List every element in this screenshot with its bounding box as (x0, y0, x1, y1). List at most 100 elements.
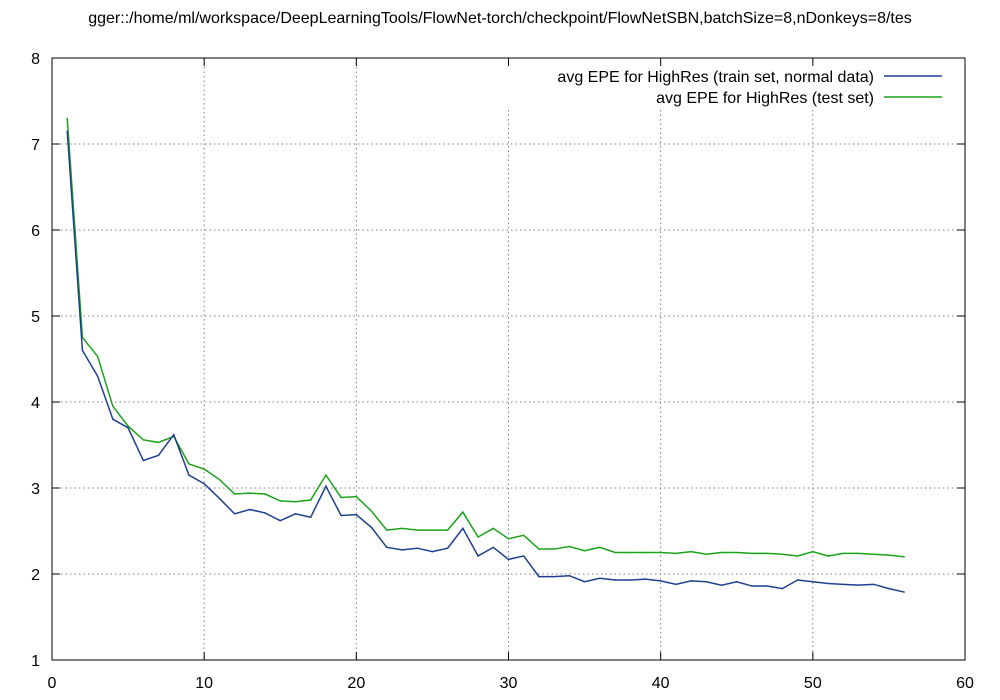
data-point (857, 584, 860, 586)
data-point (888, 554, 890, 556)
data-point (96, 375, 99, 377)
data-point (538, 575, 540, 578)
data-point (522, 555, 525, 557)
data-point (112, 418, 114, 420)
data-point (736, 551, 738, 554)
data-point (659, 551, 662, 554)
data-point (309, 499, 312, 501)
data-point (249, 508, 251, 511)
data-point (142, 439, 145, 441)
data-point (614, 551, 616, 554)
data-point (599, 577, 601, 580)
y-tick-label: 3 (31, 481, 40, 498)
data-point (431, 529, 434, 531)
data-point (629, 551, 631, 554)
data-point (553, 575, 555, 578)
data-point (188, 474, 190, 476)
data-point (766, 552, 768, 555)
legend-label-0: avg EPE for HighRes (train set, normal d… (557, 69, 874, 86)
data-point (812, 550, 814, 553)
data-point (172, 433, 175, 436)
data-point (553, 548, 555, 550)
x-tick-label: 20 (347, 675, 365, 692)
data-point (203, 482, 205, 485)
x-tick-label: 60 (956, 675, 974, 692)
x-tick-label: 30 (500, 675, 518, 692)
data-point (416, 547, 418, 549)
data-point (340, 496, 342, 499)
data-point (462, 527, 464, 530)
legend-label-1: avg EPE for HighRes (test set) (656, 90, 874, 107)
series-line-0 (66, 131, 905, 593)
data-point (827, 555, 829, 557)
data-point (416, 529, 418, 531)
data-point (264, 493, 266, 495)
grid-lines (52, 58, 965, 660)
data-point (294, 501, 297, 503)
data-point (142, 459, 145, 462)
data-point (568, 574, 571, 577)
data-point (675, 583, 677, 586)
data-point (203, 468, 205, 470)
data-point (522, 534, 525, 537)
y-tick-label: 1 (31, 653, 40, 670)
data-point (477, 536, 479, 538)
data-point (812, 580, 814, 583)
data-point (872, 553, 875, 555)
data-point (446, 547, 449, 549)
data-point (233, 493, 236, 495)
data-point (218, 478, 221, 481)
data-point (325, 474, 327, 476)
data-point (903, 556, 905, 558)
legend: avg EPE for HighRes (train set, normal d… (557, 69, 942, 107)
data-point (857, 552, 860, 555)
data-point (614, 579, 616, 581)
data-point (629, 579, 631, 581)
data-point (264, 512, 266, 514)
data-point (218, 497, 221, 500)
data-point (507, 537, 510, 540)
data-point (659, 580, 662, 582)
data-point (796, 555, 799, 557)
data-point (386, 546, 388, 549)
data-point (188, 463, 190, 465)
data-point (340, 514, 342, 517)
data-point (690, 550, 692, 553)
x-tick-label: 0 (48, 675, 57, 692)
data-point (112, 405, 114, 408)
data-point (720, 551, 723, 554)
data-point (842, 583, 845, 586)
y-tick-label: 6 (31, 223, 40, 240)
data-point (279, 519, 281, 522)
data-point (279, 500, 281, 502)
data-point (249, 492, 251, 494)
series-line-1 (66, 118, 905, 558)
data-point (370, 526, 373, 529)
data-point (842, 552, 845, 555)
data-point (401, 527, 403, 530)
data-point (355, 513, 358, 516)
data-point (477, 555, 479, 557)
data-point (720, 584, 723, 586)
data-point (431, 550, 434, 553)
data-point (599, 546, 601, 549)
data-point (157, 454, 160, 457)
data-point (568, 545, 571, 548)
data-point (492, 546, 495, 549)
data-point (386, 529, 388, 531)
data-point (705, 553, 708, 555)
data-point (462, 511, 464, 513)
data-point (690, 580, 692, 582)
data-point (157, 441, 160, 444)
data-point (644, 551, 647, 554)
chart-title: gger::/home/ml/workspace/DeepLearningToo… (88, 10, 912, 27)
data-point (66, 130, 68, 132)
y-tick-label: 4 (31, 395, 40, 412)
data-point (675, 552, 677, 555)
data-point (736, 580, 738, 583)
y-tick-label: 5 (31, 309, 40, 326)
data-point (644, 578, 647, 580)
data-point (325, 485, 327, 488)
data-point (751, 585, 753, 587)
